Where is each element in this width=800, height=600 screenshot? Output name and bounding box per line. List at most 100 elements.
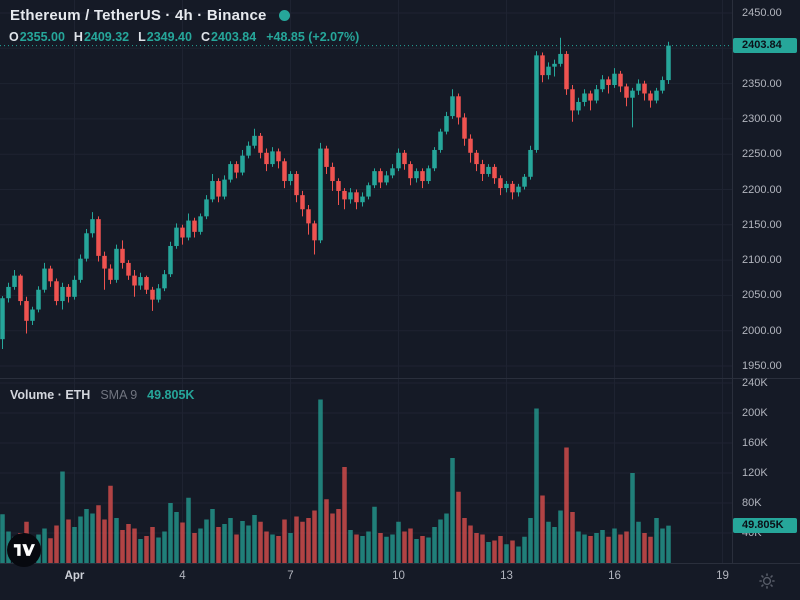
candle-body	[138, 277, 143, 286]
candle-body	[162, 274, 167, 289]
volume-bar	[594, 533, 599, 563]
volume-bar	[84, 509, 89, 563]
volume-bar	[0, 514, 5, 563]
ohlc-legend: O2355.00 H2409.32 L2349.40 C2403.84 +48.…	[9, 30, 359, 44]
candle-body	[618, 73, 623, 87]
candle-body	[120, 248, 125, 263]
volume-bar	[294, 516, 299, 563]
volume-bar	[630, 473, 635, 563]
volume-bar	[78, 516, 83, 563]
candle-body	[312, 223, 317, 241]
candle-body	[648, 93, 653, 101]
volume-bar	[534, 408, 539, 563]
tradingview-logo[interactable]	[7, 533, 41, 567]
close-value: 2403.84	[211, 30, 257, 44]
high-label: H	[73, 30, 83, 44]
volume-tick-label: 80K	[742, 497, 762, 509]
time-tick-label: 10	[392, 570, 405, 582]
price-tick-label: 2350.00	[742, 77, 782, 90]
time-tick-label: 19	[716, 570, 729, 582]
candle-body	[642, 83, 647, 94]
volume-bar	[420, 536, 425, 563]
volume-bar	[156, 537, 161, 563]
candle-body	[168, 245, 173, 275]
volume-bar	[336, 509, 341, 563]
time-tick-label: 13	[500, 570, 513, 582]
volume-bar	[504, 544, 509, 563]
volume-bar	[624, 531, 629, 563]
candle-body	[486, 166, 491, 174]
price-tick-label: 2150.00	[742, 218, 782, 231]
price-tick-label: 2200.00	[742, 183, 782, 196]
volume-tick-label: 160K	[742, 437, 768, 449]
candle-body	[144, 277, 149, 290]
volume-tick-label: 200K	[742, 407, 768, 419]
volume-bar	[168, 503, 173, 563]
candle-body	[318, 148, 323, 241]
volume-bar	[246, 525, 251, 563]
candle-body	[666, 45, 671, 81]
volume-bar	[528, 518, 533, 563]
volume-bar	[132, 528, 137, 563]
candle-body	[252, 135, 257, 146]
volume-bar	[240, 521, 245, 563]
candle-body	[354, 192, 359, 203]
volume-bar	[522, 536, 527, 563]
candle-body	[432, 149, 437, 169]
candle-body	[156, 288, 161, 300]
candle-body	[360, 196, 365, 203]
volume-tick-label: 120K	[742, 467, 768, 479]
candle-body	[102, 255, 107, 269]
volume-bar	[582, 534, 587, 563]
volume-bar	[636, 521, 641, 563]
tradingview-logo-glyph	[13, 544, 35, 556]
volume-bar	[216, 527, 221, 563]
candle-body	[600, 79, 605, 90]
time-tick-label: 16	[608, 570, 621, 582]
volume-bar	[666, 525, 671, 563]
last-volume-badge: 49.805K	[733, 518, 797, 534]
time-tick-label: 4	[179, 570, 186, 582]
volume-bar	[96, 505, 101, 563]
volume-tick-label: 240K	[742, 377, 768, 389]
volume-bar	[648, 536, 653, 563]
low-label: L	[138, 30, 146, 44]
candle-body	[588, 93, 593, 101]
volume-bar	[288, 533, 293, 563]
candle-body	[258, 135, 263, 153]
candle-body	[66, 286, 71, 297]
volume-bar	[66, 519, 71, 563]
volume-bar	[228, 518, 233, 563]
candle-body	[570, 89, 575, 111]
candle-body	[384, 175, 389, 183]
sun-theme-icon[interactable]	[758, 572, 776, 595]
volume-bar	[60, 471, 65, 563]
volume-bar	[390, 534, 395, 563]
candle-body	[342, 190, 347, 200]
candle-body	[276, 151, 281, 162]
volume-title: Volume · ETH	[10, 388, 91, 402]
time-axis[interactable]: Apr 4 7 10 13 16 19	[0, 566, 800, 590]
candle-body	[396, 152, 401, 169]
volume-legend: Volume · ETH SMA 9 49.805K	[10, 388, 194, 402]
candle-body	[516, 186, 521, 193]
candle-body	[48, 268, 53, 282]
volume-bar	[552, 527, 557, 563]
candle-body	[420, 171, 425, 182]
time-tick-label: 7	[287, 570, 294, 582]
candle-body	[402, 152, 407, 165]
volume-bar	[234, 534, 239, 563]
volume-bar	[150, 527, 155, 563]
candle-body	[540, 55, 545, 76]
volume-bar	[618, 534, 623, 563]
candle-body	[564, 53, 569, 90]
symbol-title: Ethereum / TetherUS · 4h · Binance	[10, 7, 267, 24]
volume-bar	[348, 530, 353, 563]
candle-body	[480, 164, 485, 174]
volume-bar	[450, 458, 455, 563]
candle-body	[210, 181, 215, 200]
candle-body	[150, 289, 155, 300]
volume-bar	[654, 518, 659, 563]
low-value: 2349.40	[146, 30, 192, 44]
